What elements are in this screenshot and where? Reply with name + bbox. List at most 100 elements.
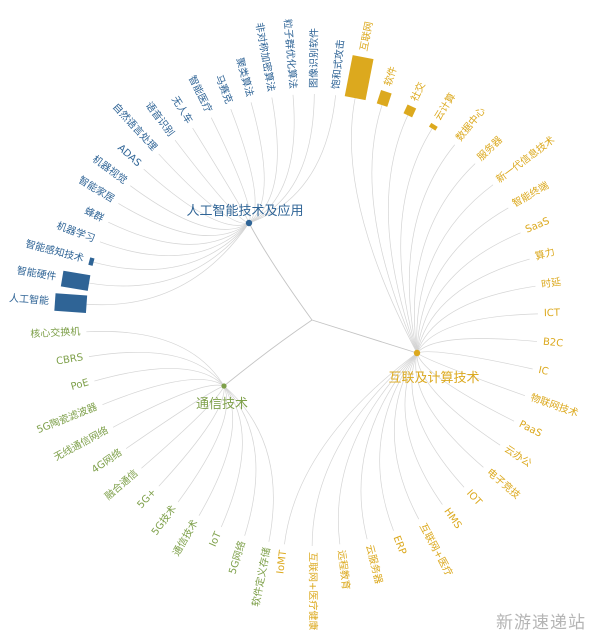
internet-leaf-label: IOT	[464, 488, 484, 509]
ai-weight-bar	[88, 257, 95, 266]
telecom-leaf-label: 通信技术	[170, 517, 201, 558]
ai-edge	[158, 153, 250, 224]
telecom-leaf-label: 软件定义存储	[249, 546, 273, 607]
telecom-leaf-label: 核心交换机	[30, 325, 81, 341]
internet-edge	[416, 352, 526, 396]
telecom-leaf-label: IoT	[208, 529, 225, 548]
ai-edge	[86, 222, 250, 306]
telecom-edge	[220, 385, 243, 528]
internet-edge	[360, 352, 418, 540]
telecom-edge	[88, 352, 225, 387]
internet-leaf-label: 互联网	[358, 21, 376, 53]
telecom-edge	[223, 385, 274, 542]
internet-leaf-label: 数据中心	[453, 104, 488, 143]
internet-hub-label: 互联及计算技术	[388, 371, 479, 386]
internet-leaf-label: 物联网技术	[529, 391, 580, 420]
internet-leaf-label: IC	[537, 365, 549, 378]
edges-layer	[86, 94, 538, 547]
weight-bars-layer	[54, 55, 438, 313]
telecom-hub-node	[221, 383, 227, 389]
telecom-leaf-label: 5G陶瓷滤波器	[35, 400, 99, 436]
telecom-edge	[198, 385, 233, 516]
telecom-leaf-label: 融合通信	[102, 467, 141, 503]
internet-edge	[284, 352, 418, 545]
telecom-edge	[94, 368, 225, 387]
ai-edge	[230, 108, 256, 224]
ai-weight-bar	[60, 270, 91, 291]
leaf-labels-layer: 人工智能智能硬件智能感知技术机器学习蜂群智能家居机器视觉ADAS自然语言处理语音…	[9, 18, 581, 630]
ai-leaf-label: 聚类算法	[233, 56, 256, 98]
telecom-leaf-label: PoE	[70, 377, 90, 392]
internet-leaf-label: 社交	[408, 80, 428, 104]
ai-edge	[248, 102, 265, 224]
ai-leaf-label: 蜂群	[82, 204, 106, 224]
ai-leaf-label: 智能感知技术	[24, 237, 85, 265]
internet-leaf-label: 算力	[533, 245, 556, 263]
internet-weight-bar	[428, 122, 438, 131]
telecom-edge	[86, 331, 225, 387]
internet-edge	[416, 258, 530, 354]
ai-leaf-label: 无人车	[169, 94, 196, 126]
internet-edge	[416, 351, 533, 370]
ai-edge	[118, 203, 250, 237]
telecom-leaf-label: 5G技术	[148, 502, 179, 537]
internet-edge	[416, 352, 515, 422]
internet-leaf-label: IoMT	[275, 549, 289, 575]
ai-leaf-label: 图像识别软件	[307, 28, 321, 88]
telecom-edge	[158, 385, 225, 487]
internet-edge	[414, 163, 476, 354]
ai-edge	[248, 94, 295, 224]
internet-edge	[379, 352, 418, 531]
internet-edge	[337, 352, 418, 545]
internet-leaf-label: 远程教育	[335, 549, 353, 590]
internet-leaf-label: SaaS	[524, 216, 551, 236]
internet-leaf-label: 电子竞技	[484, 466, 523, 502]
ai-edge	[143, 168, 250, 226]
internet-leaf-label: 云服务器	[363, 543, 385, 585]
ai-trunk-edge	[248, 222, 313, 321]
internet-weight-bar	[376, 90, 392, 107]
ai-leaf-label: 智能硬件	[16, 264, 58, 283]
internet-edge	[411, 352, 465, 488]
telecom-trunk-edge	[223, 319, 313, 387]
telecom-leaf-label: 4G网络	[89, 446, 124, 476]
internet-edge	[400, 128, 433, 354]
ai-leaf-label: 非对称加密算法	[253, 21, 278, 92]
telecom-leaf-label: 无线通信网络	[51, 424, 110, 464]
internet-edge	[416, 184, 494, 354]
internet-edge	[371, 105, 418, 354]
ai-leaf-label: 智能医疗	[186, 73, 215, 115]
telecom-edge	[102, 379, 225, 405]
internet-edge	[416, 207, 509, 354]
ai-hub-label: 人工智能技术及应用	[186, 203, 303, 219]
ai-edge	[108, 221, 250, 245]
internet-edge	[351, 98, 418, 354]
watermark: 新游速递站	[496, 613, 586, 633]
internet-edge	[404, 352, 443, 505]
internet-leaf-label: 云办公	[502, 442, 534, 469]
internet-weight-bar	[403, 104, 417, 118]
internet-leaf-label: ICT	[544, 308, 561, 319]
internet-edge	[416, 285, 536, 354]
internet-leaf-label: PaaS	[517, 419, 544, 440]
internet-leaf-label: 智能终端	[510, 179, 551, 210]
ai-edge	[93, 222, 250, 270]
ai-leaf-label: ADAS	[115, 143, 143, 170]
internet-leaf-label: 时延	[540, 276, 562, 291]
telecom-edge	[125, 385, 225, 449]
internet-hub-node	[413, 349, 421, 357]
ai-edge	[99, 222, 250, 257]
internet-edge	[416, 313, 538, 354]
internet-edge	[393, 352, 420, 520]
ai-hub-node	[245, 219, 253, 227]
ai-leaf-label: 粒子群优化算法	[281, 18, 300, 89]
hubs-layer: 人工智能技术及应用 互联及计算技术 通信技术	[186, 203, 479, 412]
ai-edge	[248, 94, 315, 224]
internet-trunk-edge	[311, 319, 418, 354]
ai-edge	[88, 222, 250, 287]
ai-leaf-label: 马赛克	[213, 73, 236, 106]
internet-edge	[387, 115, 418, 354]
telecom-leaf-label: 5G+	[135, 487, 158, 511]
internet-edge	[416, 232, 521, 354]
